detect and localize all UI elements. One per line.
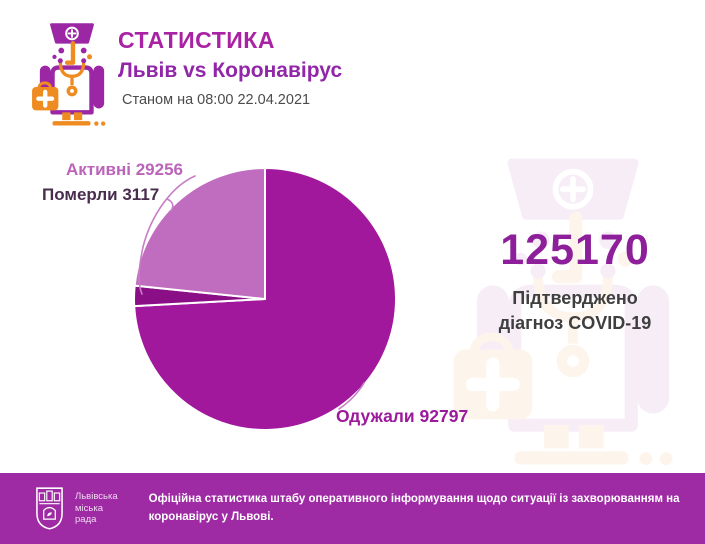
confirmed-caption-line2: діагноз COVID-19 [498, 313, 652, 334]
page-title: СТАТИСТИКА [118, 27, 275, 53]
official-statistics-note: Офіційна статистика штабу оперативного і… [148, 493, 680, 523]
wordmark-line2: міська [75, 502, 103, 514]
city-council-wordmark: Львівська міська рада [75, 491, 118, 527]
pie-slice-Активні [133, 167, 266, 300]
leader-line-died-hook [166, 198, 174, 212]
confirmed-count: 125170 [500, 226, 650, 274]
wordmark-line3: рада [75, 514, 97, 526]
label-active: Активні 29256 [66, 160, 183, 179]
leader-line-active-died [138, 175, 196, 295]
label-died: Померли 3117 [42, 185, 160, 204]
pie-slices [133, 167, 397, 431]
label-recovered: Одужали 92797 [336, 406, 469, 426]
page-subtitle: Львів vs Коронавірус [118, 59, 343, 82]
footer-bar: Львівська міська рада Офіційна статистик… [0, 473, 705, 544]
confirmed-caption: Підтверджено діагноз COVID-19 [450, 286, 700, 336]
lviv-coat-of-arms-icon [35, 486, 64, 531]
confirmed-stat-block: 125170 Підтверджено діагноз COVID-19 [450, 226, 700, 336]
as-of-date: Станом на 08:00 22.04.2021 [122, 92, 311, 108]
confirmed-caption-line1: Підтверджено [512, 288, 638, 309]
leader-line-recovered [338, 382, 365, 410]
wordmark-line1: Львівська [75, 490, 118, 502]
